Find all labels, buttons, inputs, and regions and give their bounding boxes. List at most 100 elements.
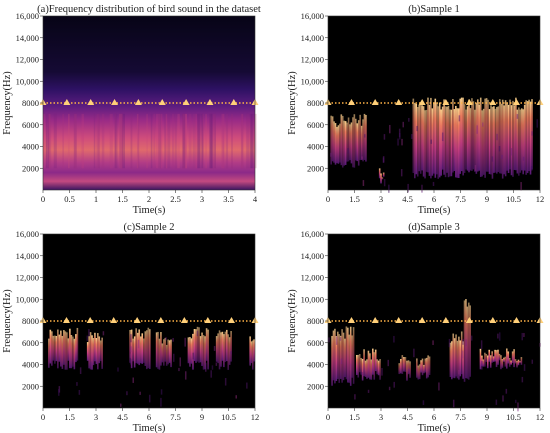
syllable-stroke	[355, 118, 357, 161]
syllable-stroke	[335, 336, 338, 382]
syllable-stroke	[250, 341, 253, 364]
syllable-stroke	[456, 340, 459, 379]
syllable-stroke	[468, 99, 470, 173]
noise-speck	[126, 391, 128, 396]
syllable-stroke	[494, 349, 496, 362]
y-tick-label: 8000	[22, 316, 39, 326]
texture-stripe	[167, 113, 171, 169]
syllable-stroke	[412, 98, 415, 174]
syllable-stroke	[366, 359, 368, 379]
x-tick-label: 12	[536, 194, 545, 204]
syllable-stroke	[493, 106, 495, 173]
syllable-stroke	[504, 356, 507, 367]
x-axis-label: Time(s)	[418, 423, 451, 433]
texture-stripe	[158, 113, 162, 169]
syllable-stroke	[198, 327, 200, 363]
syllable-stroke	[444, 106, 447, 178]
syllable-stroke	[359, 114, 361, 161]
syllable-stroke	[192, 333, 194, 370]
syllable-stroke	[460, 97, 463, 172]
noise-speck	[388, 184, 390, 193]
triangle-marker	[513, 99, 521, 105]
syllable-stroke	[425, 109, 428, 172]
syllable-stroke	[465, 299, 467, 379]
texture-stripe	[249, 113, 251, 169]
syllable-stroke	[349, 326, 352, 386]
syllable-stroke	[457, 108, 460, 179]
y-tick-label: 16,000	[16, 229, 39, 239]
syllable-stroke	[92, 338, 95, 366]
syllable-stroke	[75, 334, 77, 363]
syllable-stroke	[346, 122, 348, 162]
syllable-stroke	[398, 363, 401, 375]
syllable-stroke	[189, 336, 191, 367]
syllable-stroke	[342, 332, 345, 381]
syllable-stroke	[485, 353, 488, 363]
x-tick-label: 3	[94, 412, 98, 422]
noise-speck	[498, 332, 501, 341]
syllable-stroke	[353, 114, 356, 168]
noise-speck	[482, 122, 484, 127]
syllable-stroke	[517, 359, 520, 366]
syllable-stroke	[453, 109, 456, 171]
syllable-stroke	[466, 106, 469, 171]
texture-stripe	[150, 113, 153, 169]
syllable-stroke	[440, 109, 442, 176]
syllable-stroke	[409, 361, 411, 378]
syllable-stroke	[497, 349, 499, 365]
syllable-stroke	[443, 99, 445, 175]
syllable-stroke	[336, 126, 338, 164]
syllable-stroke	[525, 100, 527, 175]
syllable-stroke	[428, 104, 431, 176]
texture-stripe	[251, 113, 253, 169]
noise-speck	[328, 337, 330, 343]
syllable-stroke	[471, 98, 473, 171]
syllable-stroke	[362, 119, 364, 162]
noise-speck	[88, 329, 90, 337]
syllable-stroke	[462, 97, 464, 176]
noise-speck	[413, 348, 415, 358]
y-tick-label: 2000	[307, 163, 324, 173]
syllable-stroke	[196, 326, 199, 362]
noise-speck	[393, 381, 395, 388]
noise-speck	[129, 358, 132, 365]
texture-stripe	[182, 113, 186, 169]
syllable-stroke	[63, 330, 65, 365]
y-axis-label: Frequency(Hz)	[2, 289, 13, 353]
syllable-stroke	[506, 102, 508, 171]
y-tick-label: 8000	[22, 98, 39, 108]
syllable-stroke	[449, 109, 451, 177]
syllable-stroke	[424, 110, 426, 179]
syllable-stroke	[163, 339, 165, 366]
texture-stripe	[119, 113, 122, 169]
syllable-stroke	[350, 122, 353, 164]
noise-speck	[531, 359, 534, 364]
syllable-stroke	[401, 355, 404, 374]
syllable-stroke	[249, 336, 251, 366]
syllable-stroke	[365, 114, 367, 162]
noise-speck	[117, 367, 119, 372]
y-tick-label: 12,000	[16, 273, 39, 283]
syllable-stroke	[456, 108, 459, 178]
triangle-marker	[87, 99, 95, 105]
x-tick-label: 10.5	[506, 194, 521, 204]
y-axis-label: Frequency(Hz)	[287, 71, 298, 135]
syllable-stroke	[504, 100, 507, 177]
x-tick-label: 6	[432, 412, 436, 422]
y-tick-label: 8000	[307, 98, 324, 108]
texture-stripe	[171, 113, 175, 169]
noise-speck	[383, 179, 386, 187]
texture-stripe	[208, 113, 212, 169]
triangle-marker	[157, 317, 165, 323]
x-tick-label: 0.5	[64, 194, 75, 204]
texture-stripe	[196, 113, 200, 169]
y-tick-label: 10,000	[301, 76, 324, 86]
noise-speck	[78, 389, 81, 395]
syllable-stroke	[155, 332, 158, 368]
syllable-stroke	[447, 105, 450, 178]
syllable-stroke	[139, 336, 142, 364]
triangle-marker	[418, 317, 426, 323]
y-tick-label: 6000	[307, 120, 324, 130]
syllable-stroke	[512, 100, 514, 177]
texture-stripe	[174, 113, 177, 169]
